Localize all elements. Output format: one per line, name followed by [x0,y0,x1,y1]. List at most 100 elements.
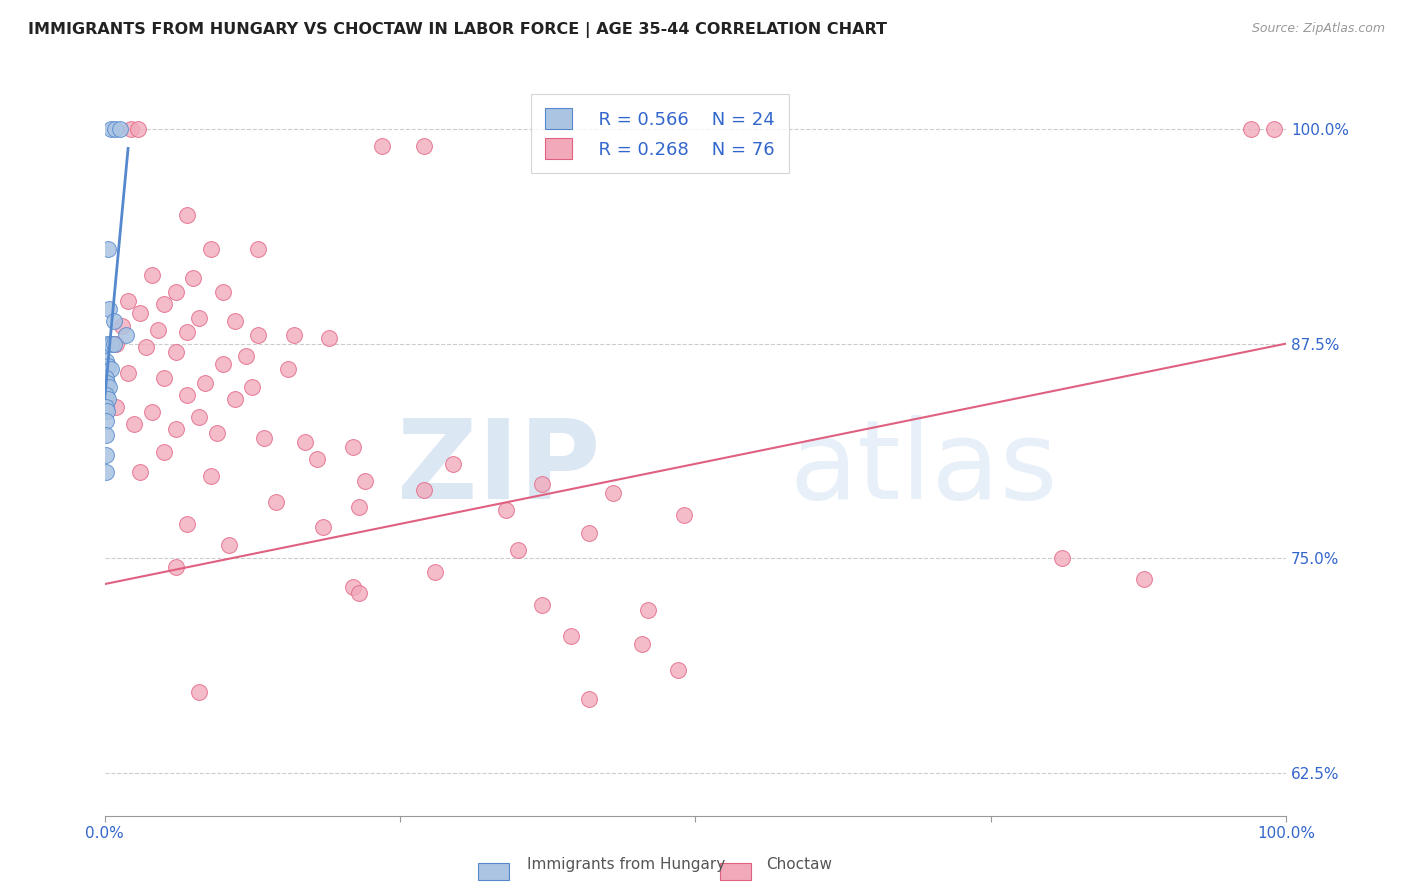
Point [100,336,122,351]
Point [495,503,517,517]
Point [141,268,163,282]
Point [307,451,329,466]
Point [96,403,118,417]
Point [117,293,139,308]
Point [1263,122,1285,136]
Point [146,323,169,337]
Point [672,508,695,523]
Point [347,585,370,599]
Point [347,500,370,514]
Point [165,423,187,437]
Point [122,417,145,432]
Point [176,208,198,222]
Point [100,122,122,136]
Point [412,483,434,497]
Legend:   R = 0.566    N = 24,   R = 0.268    N = 76: R = 0.566 N = 24, R = 0.268 N = 76 [531,94,789,173]
Text: atlas: atlas [790,416,1059,523]
Point [96,336,118,351]
Point [165,285,187,299]
Point [100,362,122,376]
Point [283,328,305,343]
Point [1133,572,1156,586]
Point [224,314,246,328]
Point [277,362,299,376]
Point [176,388,198,402]
Point [96,376,118,391]
Point [530,477,553,491]
Point [141,405,163,419]
Point [631,637,654,651]
Point [247,242,270,256]
Point [94,388,117,402]
Point [94,448,117,462]
Point [94,427,117,442]
Point [412,139,434,153]
Point [117,366,139,380]
Point [425,565,447,579]
Point [637,603,659,617]
Point [194,376,217,391]
Point [94,371,117,385]
Point [115,328,138,343]
Point [165,345,187,359]
Point [602,486,624,500]
Point [97,242,120,256]
Point [176,325,198,339]
Point [666,663,689,677]
Text: IMMIGRANTS FROM HUNGARY VS CHOCTAW IN LABOR FORCE | AGE 35-44 CORRELATION CHART: IMMIGRANTS FROM HUNGARY VS CHOCTAW IN LA… [28,22,887,38]
Point [205,425,228,440]
Point [200,242,222,256]
Text: Choctaw: Choctaw [766,857,832,872]
Point [104,122,127,136]
Point [294,434,316,449]
Point [165,560,187,574]
Point [98,379,121,393]
Point [342,440,364,454]
Point [211,285,233,299]
Point [312,520,335,534]
Point [94,353,117,368]
Point [129,306,152,320]
Point [181,271,204,285]
Point [105,400,128,414]
Point [235,349,257,363]
Point [152,371,174,385]
Point [103,336,125,351]
Point [94,400,117,414]
Point [200,468,222,483]
Point [264,494,287,508]
Point [120,122,142,136]
Point [1239,122,1261,136]
Text: Source: ZipAtlas.com: Source: ZipAtlas.com [1251,22,1385,36]
Point [530,598,553,612]
Point [152,297,174,311]
Point [253,431,276,445]
Point [176,516,198,531]
Point [152,445,174,459]
Point [578,692,600,706]
Point [224,392,246,406]
Point [129,466,152,480]
Point [105,336,128,351]
Point [353,474,375,488]
Point [98,302,121,317]
Point [127,122,149,136]
Point [247,328,270,343]
Point [188,685,211,699]
Point [218,537,240,551]
Point [318,331,340,345]
Point [103,314,125,328]
Point [211,357,233,371]
Point [188,310,211,325]
Text: ZIP: ZIP [398,416,600,523]
Point [371,139,394,153]
Point [240,379,263,393]
Point [97,392,120,406]
Point [441,457,464,471]
Point [560,629,582,643]
Point [578,525,600,540]
Point [135,340,157,354]
Point [94,414,117,428]
Point [188,410,211,425]
Text: Immigrants from Hungary: Immigrants from Hungary [527,857,725,872]
